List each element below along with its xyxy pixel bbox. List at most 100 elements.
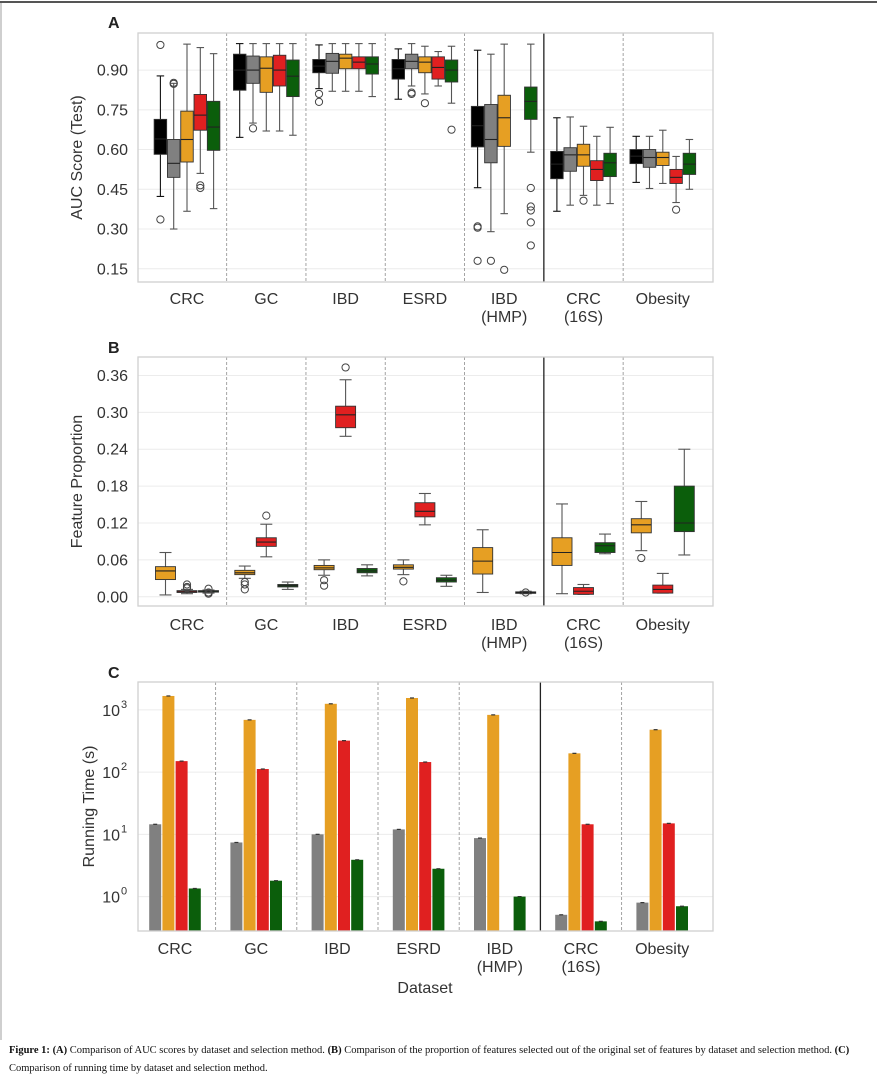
box-method-5-5 [594,533,616,555]
box-method-3-5 [576,125,591,205]
bar-method-4-5 [581,824,594,931]
box-method-2-0 [166,78,181,230]
y-tick-label: 0.12 [97,516,128,533]
bar-method-2-5 [555,914,568,931]
box-iqr [603,152,617,178]
box-iqr [365,56,379,75]
box-iqr [286,59,300,98]
bar-method-3-2 [324,703,337,931]
box-method-4-0 [193,47,208,193]
box-method-4-2 [352,43,366,92]
x-tick-label: ESRD [396,941,440,958]
box-iqr [352,56,366,70]
y-tick-label: 0.15 [97,261,128,278]
box-method-1-0 [153,40,168,224]
box-method-5-6 [673,448,695,556]
y-tick-label: 10 [102,890,120,907]
x-tick-label: ESRD [403,617,447,634]
bar-method-2-6 [636,902,649,931]
panel-letter: B [108,340,120,357]
outlier-point [486,256,495,265]
outlier-point [196,183,205,193]
box-method-5-6 [682,138,697,190]
box-method-2-6 [642,135,657,190]
y-tick-label: 0.00 [97,589,128,606]
box-method-1-3 [391,48,405,100]
box-iqr [444,59,459,83]
outlier-point [204,584,213,593]
outlier-point [156,40,165,50]
box-method-4-3 [414,492,436,526]
box-method-4-5 [573,583,594,595]
bar-method-4-0 [175,761,188,931]
box-iqr [470,105,485,148]
caption-figure-label: Figure 1: [9,1045,50,1056]
box-method-1-5 [550,117,564,212]
box-method-3-4 [497,43,511,274]
bar-method-5-5 [594,921,607,931]
box-iqr [550,150,564,180]
outlier-point [204,589,213,598]
outlier-point [341,363,350,372]
box-method-3-2 [338,43,353,92]
box-method-1-6 [629,135,643,183]
box-iqr [206,100,221,151]
box-method-3-4 [472,529,494,594]
bar-method-5-4 [513,896,526,931]
box-method-5-1 [286,43,300,136]
bar-method-3-0 [162,695,175,931]
bar-method-4-1 [256,769,269,931]
figure-1: A 0.15 0.30 0.45 0.60 0.75 0.90 AUC Score (Test… [69,15,714,997]
box-iqr [656,151,670,166]
outlier-point [399,577,408,586]
box-method-3-1 [234,565,256,594]
bar-method-5-2 [351,859,364,931]
x-tick-label: CRC [566,617,601,634]
bar-method-3-1 [243,719,256,931]
box-method-1-2 [312,44,326,106]
box-method-2-3 [404,43,419,99]
x-tick-label: ESRD [403,291,447,308]
box-iqr [325,52,339,74]
box-iqr [551,537,573,566]
box-method-5-2 [356,564,378,577]
box-iqr [232,53,247,91]
box-iqr [418,56,432,74]
outlier-point [526,241,535,250]
outlier-point [320,581,329,590]
plot-frame [137,32,714,283]
bar-method-5-1 [270,880,282,931]
outlier-point [521,588,530,597]
bar-method-4-3 [419,762,432,931]
outlier-point [314,97,324,106]
box-method-3-2 [313,559,335,590]
box-method-4-1 [255,511,277,558]
x-tick-label: IBD [491,291,518,308]
box-method-5-4 [524,43,538,250]
x-tick-label: IBD [332,617,359,634]
y-tick-label: 0.30 [97,405,128,422]
box-method-3-0 [155,551,176,596]
outlier-point [248,124,258,133]
outlier-point [320,576,329,585]
box-method-2-2 [325,43,339,92]
x-tick-label: CRC [170,617,205,634]
box-method-5-4 [515,588,537,597]
outlier-point [240,585,249,594]
box-method-2-5 [563,116,577,206]
bar-method-2-2 [311,834,324,931]
box-iqr [669,168,683,184]
x-tick-label: Obesity [636,617,690,634]
outlier-point [156,215,165,224]
box-method-4-6 [652,572,674,594]
box-method-3-3 [418,45,432,108]
panel-a: A 0.15 0.30 0.45 0.60 0.75 0.90 AUC Score (Test… [69,15,714,326]
box-method-2-1 [246,43,260,133]
outlier-point [579,196,588,205]
x-tick-label: IBD [491,617,518,634]
box-method-5-3 [444,45,459,134]
outlier-point [637,553,646,563]
y-tick-label: 0.06 [97,552,128,569]
